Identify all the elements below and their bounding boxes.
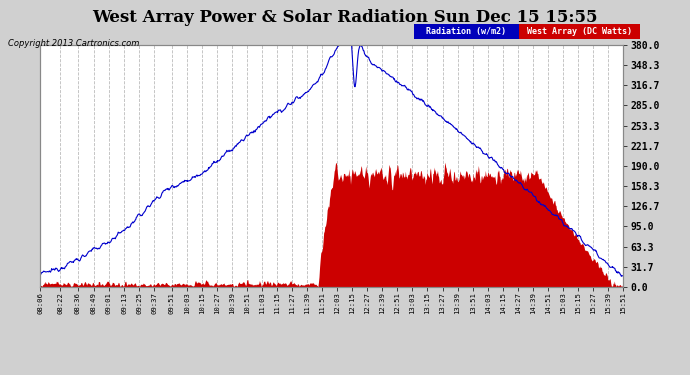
Text: West Array Power & Solar Radiation Sun Dec 15 15:55: West Array Power & Solar Radiation Sun D… [92,9,598,26]
Text: Radiation (w/m2): Radiation (w/m2) [426,27,506,36]
Text: Copyright 2013 Cartronics.com: Copyright 2013 Cartronics.com [8,39,139,48]
Text: West Array (DC Watts): West Array (DC Watts) [526,27,632,36]
